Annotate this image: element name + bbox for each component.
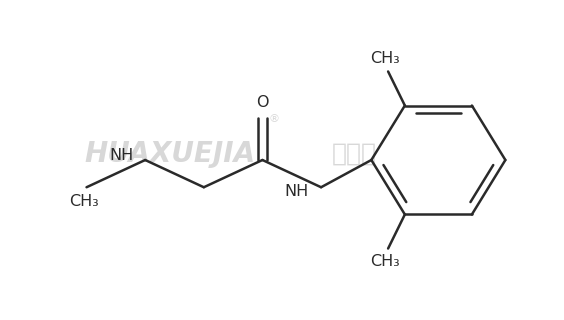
Text: NH: NH bbox=[285, 184, 309, 199]
Text: NH: NH bbox=[110, 148, 134, 163]
Text: CH₃: CH₃ bbox=[371, 254, 400, 269]
Text: O: O bbox=[256, 95, 268, 110]
Text: ®: ® bbox=[268, 114, 279, 124]
Text: CH₃: CH₃ bbox=[371, 51, 400, 66]
Text: HUAXUEJIA: HUAXUEJIA bbox=[85, 140, 256, 168]
Text: CH₃: CH₃ bbox=[69, 194, 99, 209]
Text: 化学加: 化学加 bbox=[332, 142, 377, 166]
